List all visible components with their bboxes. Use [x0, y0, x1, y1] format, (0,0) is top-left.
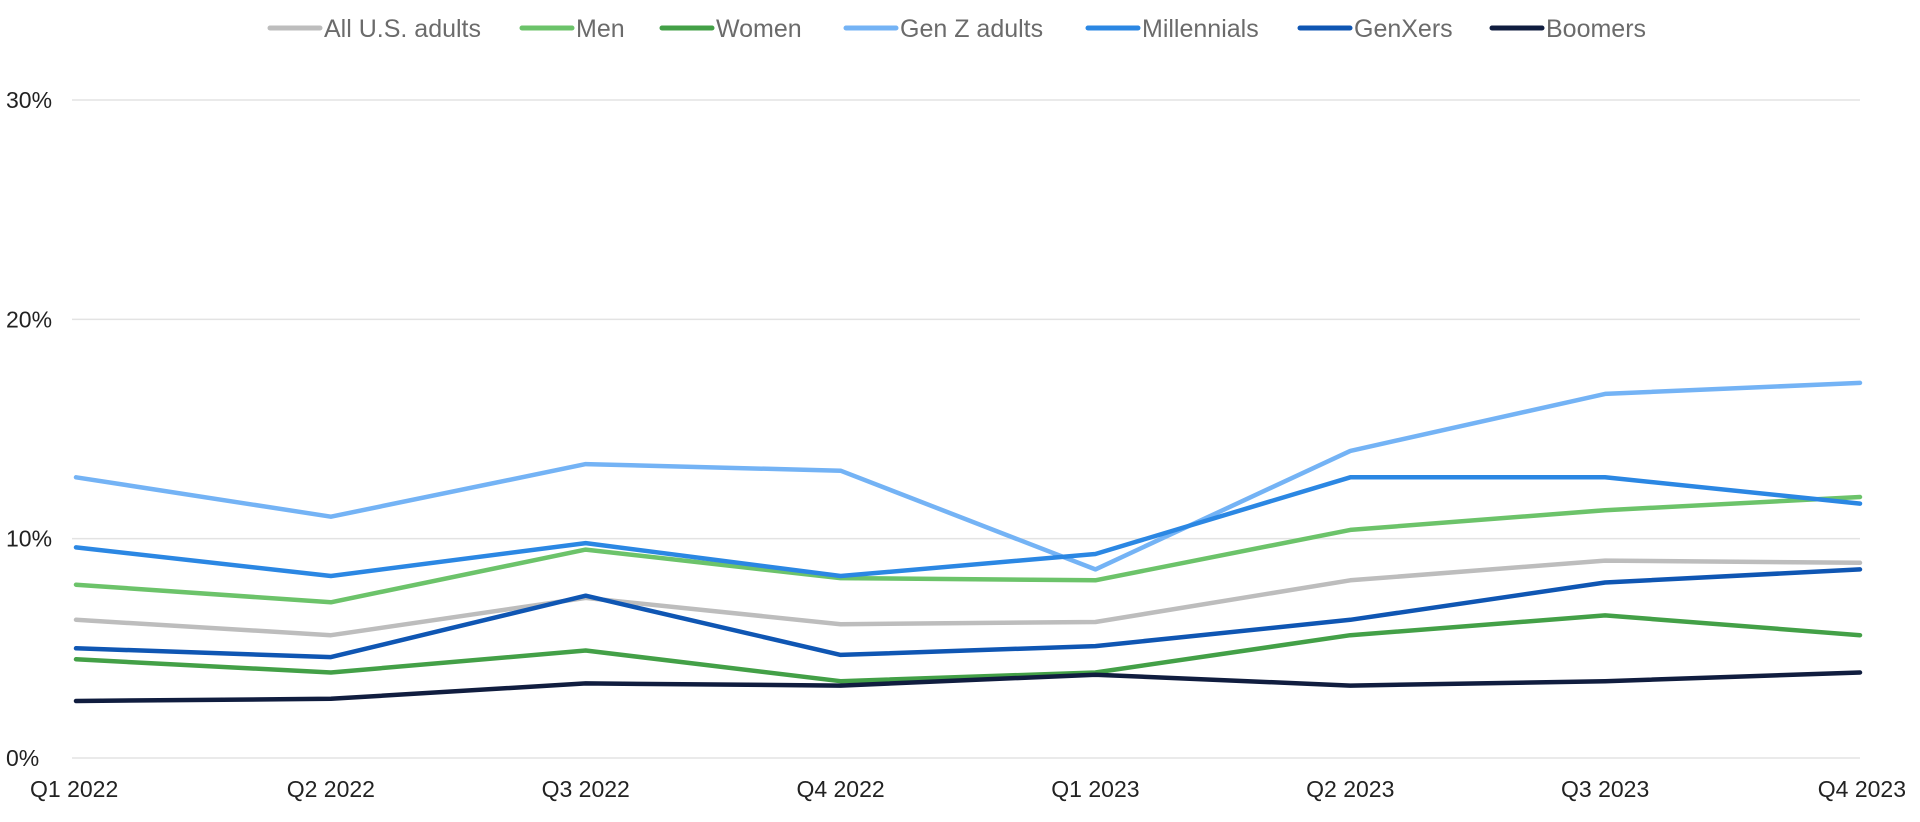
legend-label-all-u-s-adults: All U.S. adults [324, 15, 481, 43]
series-line-all-u-s-adults [73, 558, 1863, 638]
series-line-genxers [73, 567, 1863, 660]
series-line-millennials [73, 475, 1863, 579]
x-tick-label: Q2 2023 [1306, 776, 1394, 802]
legend-label-boomers: Boomers [1546, 15, 1646, 43]
x-tick-label: Q1 2022 [30, 776, 118, 802]
series-line-women [73, 613, 1863, 684]
x-tick-label: Q4 2023 [1818, 776, 1906, 802]
y-tick-label: 0% [6, 745, 39, 771]
y-tick-label: 30% [6, 87, 52, 113]
x-tick-label: Q1 2023 [1051, 776, 1139, 802]
legend-label-men: Men [576, 15, 625, 43]
legend-label-women: Women [716, 15, 802, 43]
y-tick-label: 20% [6, 306, 52, 332]
legend-label-genxers: GenXers [1354, 15, 1453, 43]
x-tick-label: Q2 2022 [287, 776, 375, 802]
x-tick-label: Q3 2022 [542, 776, 630, 802]
y-axis: 0% 10% 20% 30% [6, 87, 52, 771]
x-axis: Q1 2022 Q2 2022 Q3 2022 Q4 2022 Q1 2023 Q2 20… [30, 776, 1906, 802]
legend-label-gen-z-adults: Gen Z adults [900, 15, 1043, 43]
series-line-boomers [73, 670, 1863, 704]
gridlines [72, 99, 1860, 759]
chart-legend: All U.S. adults Men Women Gen Z adults Mille… [267, 15, 1646, 43]
x-tick-label: Q3 2023 [1561, 776, 1649, 802]
x-tick-label: Q4 2022 [796, 776, 884, 802]
series-line-gen-z-adults [73, 380, 1863, 572]
y-tick-label: 10% [6, 526, 52, 552]
series-line-men [73, 494, 1863, 605]
series-lines [73, 380, 1863, 704]
legend-label-millennials: Millennials [1142, 15, 1259, 43]
